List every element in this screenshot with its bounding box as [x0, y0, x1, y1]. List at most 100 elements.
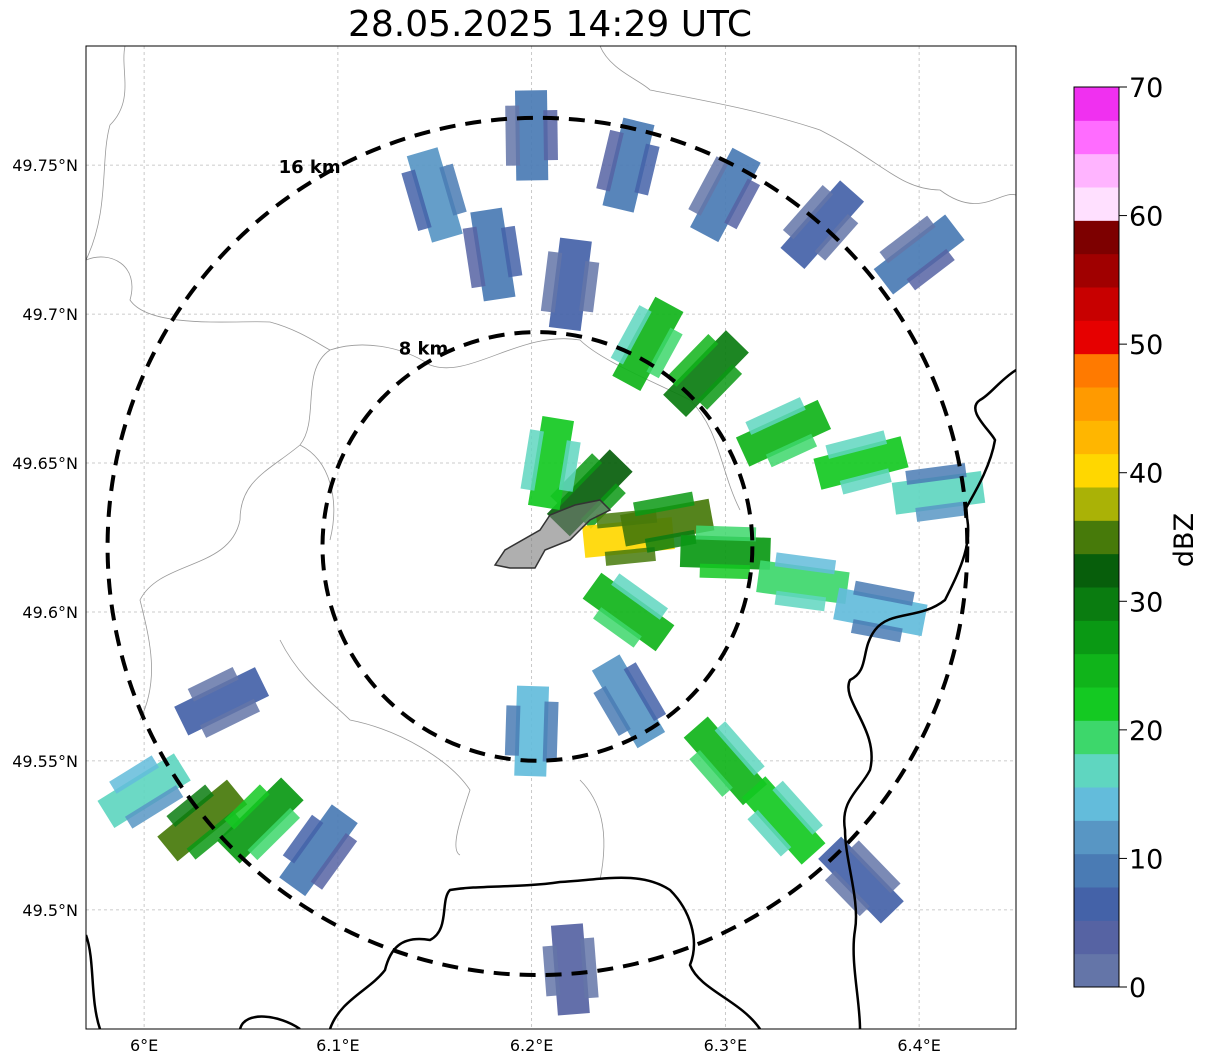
colorbar-band	[1074, 320, 1119, 355]
reflectivity-cell	[873, 214, 965, 295]
colorbar-band	[1074, 287, 1119, 321]
x-tick-label: 6.4°E	[897, 1036, 941, 1055]
reflectivity-cell	[741, 776, 826, 865]
reflectivity-bin	[500, 225, 523, 278]
reflectivity-bin	[688, 156, 729, 216]
y-tick-label: 49.5°N	[22, 901, 78, 920]
border-line	[579, 779, 605, 881]
colorbar-band	[1074, 620, 1119, 655]
reflectivity-bin	[174, 667, 270, 736]
border-line	[599, 46, 1016, 204]
reflectivity-bin	[124, 785, 184, 829]
city-outline	[493, 499, 612, 569]
reflectivity-bin	[187, 666, 239, 702]
colorbar-tick-label: 50	[1129, 330, 1163, 361]
reflectivity-bin	[310, 832, 358, 890]
reflectivity-cell	[735, 397, 832, 468]
reflectivity-bin	[542, 701, 559, 762]
colorbar-band	[1074, 687, 1119, 721]
colorbar-band	[1074, 153, 1119, 188]
border-line	[139, 349, 331, 721]
reflectivity-bin	[550, 923, 590, 1016]
colorbar-band	[1074, 353, 1119, 388]
colorbar-ticks: 0 10 20 30 40 50 60 70	[1119, 73, 1163, 1004]
reflectivity-bin	[774, 590, 827, 612]
reflectivity-bin	[683, 716, 768, 806]
border-line	[86, 256, 331, 351]
reflectivity-bin	[224, 784, 270, 830]
reflectivity-bin	[679, 534, 771, 570]
colorbar-tick-label: 20	[1129, 716, 1163, 747]
colorbar-band	[1074, 453, 1119, 488]
colorbar-band	[1074, 420, 1119, 455]
border-line	[842, 368, 1016, 1029]
reflectivity-cell	[505, 90, 558, 181]
colorbar-band	[1074, 953, 1119, 988]
reflectivity-bin	[780, 180, 865, 270]
border-line	[329, 338, 741, 511]
reflectivity-bin	[579, 260, 600, 313]
x-tick-label: 6°E	[130, 1036, 158, 1055]
colorbar: 0 10 20 30 40 50 60 70 dBZ	[1073, 73, 1200, 1004]
reflectivity-layer	[97, 90, 986, 1016]
map-frame	[85, 45, 1017, 1030]
border-line	[238, 1015, 301, 1029]
reflectivity-bin	[520, 429, 544, 491]
reflectivity-bin	[747, 809, 792, 857]
reflectivity-cell	[591, 654, 667, 749]
reflectivity-bin	[724, 178, 761, 230]
reflectivity-bin	[514, 685, 550, 777]
municipality-borders	[86, 46, 1016, 881]
reflectivity-bin	[217, 777, 304, 864]
reflectivity-bin	[714, 721, 765, 776]
reflectivity-bin	[166, 784, 215, 828]
colorbar-band	[1074, 720, 1119, 755]
reflectivity-bin	[873, 214, 965, 295]
reflectivity-bin	[818, 836, 904, 924]
reflectivity-cell	[174, 666, 270, 738]
reflectivity-bin	[282, 814, 324, 864]
reflectivity-bin	[199, 698, 261, 738]
reflectivity-cell	[813, 430, 909, 495]
reflectivity-bin	[514, 90, 549, 181]
reflectivity-bin	[735, 399, 832, 467]
colorbar-band	[1074, 787, 1119, 821]
reflectivity-bin	[591, 654, 666, 749]
x-tick-label: 6.2°E	[510, 1036, 554, 1055]
reflectivity-bin	[109, 755, 160, 794]
colorbar-label: dBZ	[1169, 513, 1200, 567]
x-tick-label: 6.3°E	[704, 1036, 748, 1055]
reflectivity-bin	[504, 705, 521, 756]
reflectivity-bin	[915, 501, 967, 522]
reflectivity-bin	[604, 547, 656, 566]
colorbar-band	[1074, 487, 1119, 521]
reflectivity-bin	[879, 215, 936, 264]
reflectivity-bin	[663, 330, 749, 418]
reflectivity-bin	[279, 804, 358, 897]
reflectivity-cell	[596, 117, 660, 213]
colorbar-band	[1074, 853, 1119, 888]
reflectivity-bin	[596, 129, 624, 192]
colorbar-tick-label: 30	[1129, 587, 1163, 618]
reflectivity-bin	[401, 169, 432, 232]
reflectivity-bin	[550, 453, 603, 506]
reflectivity-bin	[745, 397, 806, 435]
colorbar-tick-label: 40	[1129, 459, 1163, 490]
reflectivity-cell	[756, 552, 850, 612]
border-line	[328, 876, 762, 1029]
colorbar-tick-label: 60	[1129, 202, 1163, 233]
reflectivity-bin	[689, 750, 733, 797]
colorbar-band	[1074, 520, 1119, 555]
range-ring-label: 16 km	[279, 157, 341, 178]
reflectivity-bin	[505, 105, 521, 166]
colorbar-band	[1074, 920, 1119, 955]
reflectivity-cell	[279, 804, 358, 897]
reflectivity-bin	[540, 251, 563, 313]
reflectivity-bin	[580, 937, 599, 999]
reflectivity-cell	[401, 147, 467, 243]
reflectivity-cell	[683, 716, 768, 806]
colorbar-band	[1074, 120, 1119, 155]
border-line	[86, 934, 102, 1029]
reflectivity-bin	[825, 430, 888, 459]
